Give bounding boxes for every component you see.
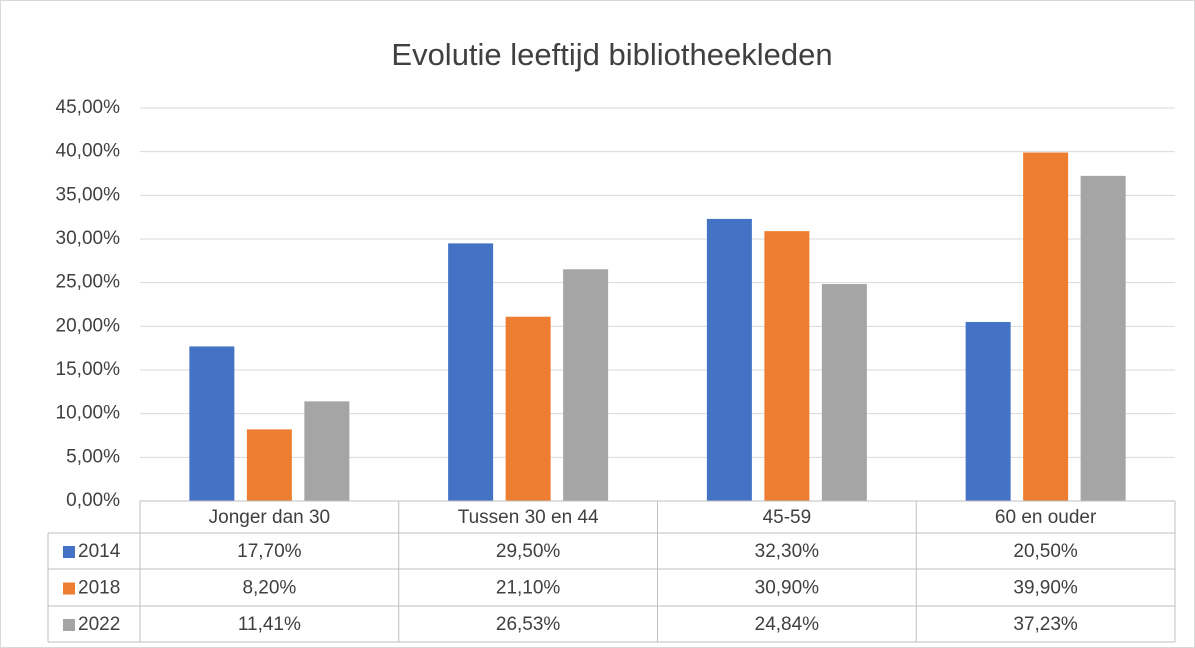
- y-tick-label: 10,00%: [56, 403, 121, 424]
- x-tick-label: 45-59: [763, 507, 812, 528]
- legend-key: [63, 619, 75, 631]
- bar: [965, 321, 1011, 501]
- bar: [1023, 152, 1069, 502]
- bar: [563, 269, 609, 501]
- y-tick-label: 35,00%: [56, 184, 121, 205]
- table-value: 20,50%: [1013, 541, 1078, 562]
- legend-label: 2022: [78, 614, 120, 635]
- y-tick-label: 20,00%: [56, 315, 121, 336]
- x-tick-label: 60 en ouder: [995, 507, 1097, 528]
- bar: [764, 231, 810, 501]
- x-tick-label: Jonger dan 30: [209, 507, 331, 528]
- y-tick-label: 5,00%: [66, 446, 120, 467]
- x-tick-label: Tussen 30 en 44: [458, 507, 599, 528]
- y-tick-label: 45,00%: [56, 97, 121, 118]
- table-value: 37,23%: [1013, 614, 1078, 635]
- chart-title: Evolutie leeftijd bibliotheekleden: [391, 37, 832, 72]
- legend-label: 2018: [78, 578, 120, 599]
- table-value: 8,20%: [242, 578, 296, 599]
- legend-key: [63, 582, 75, 595]
- table-value: 32,30%: [755, 541, 820, 562]
- table-value: 24,84%: [755, 614, 820, 635]
- table-value: 21,10%: [496, 578, 561, 599]
- bar: [706, 218, 752, 501]
- bar: [189, 346, 235, 501]
- y-tick-label: 25,00%: [56, 272, 121, 293]
- table-value: 17,70%: [237, 541, 302, 562]
- y-tick-label: 0,00%: [66, 490, 120, 511]
- bar: [821, 284, 867, 501]
- bar: [448, 243, 494, 501]
- bar: [304, 401, 350, 501]
- y-tick-label: 30,00%: [56, 228, 121, 249]
- y-tick-label: 15,00%: [56, 359, 121, 380]
- table-value: 26,53%: [496, 614, 561, 635]
- bar: [246, 429, 292, 501]
- y-tick-label: 40,00%: [56, 141, 121, 162]
- bar: [1080, 175, 1126, 501]
- bar: [505, 316, 551, 501]
- table-value: 30,90%: [755, 578, 820, 599]
- table-value: 39,90%: [1013, 578, 1078, 599]
- table-value: 11,41%: [238, 614, 301, 635]
- table-value: 29,50%: [496, 541, 561, 562]
- legend-label: 2014: [78, 541, 121, 562]
- legend-key: [63, 546, 75, 558]
